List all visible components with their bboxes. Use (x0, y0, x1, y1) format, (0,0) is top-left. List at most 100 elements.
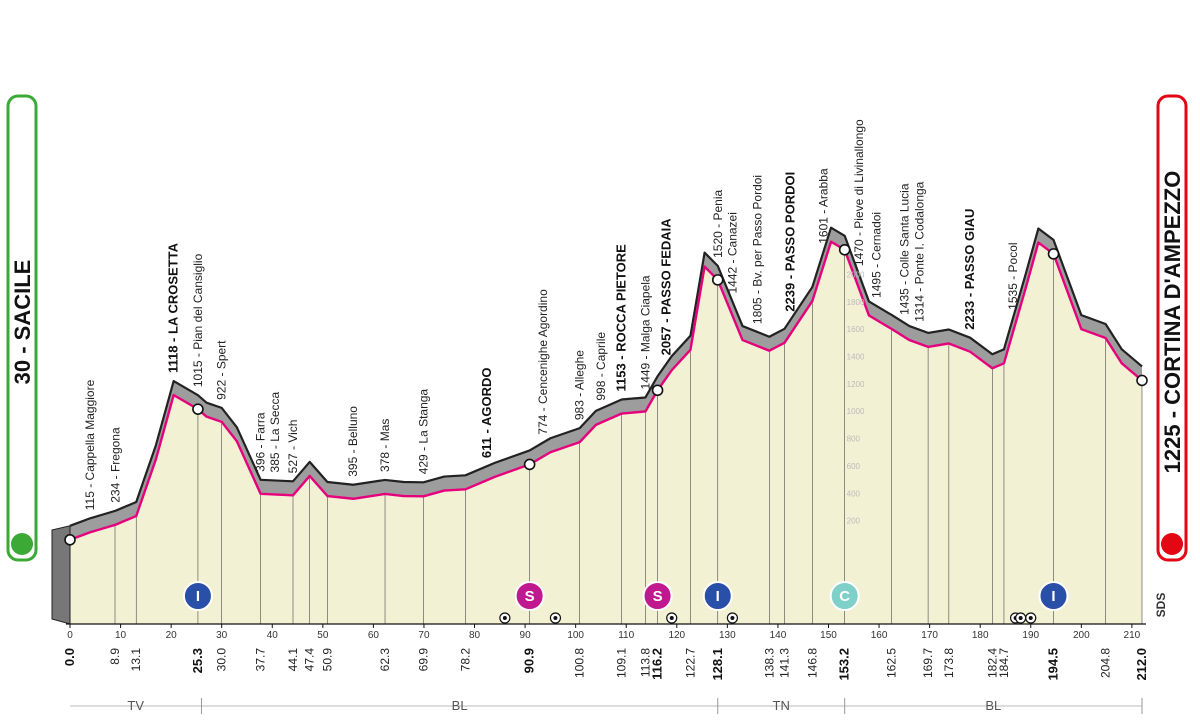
km-label: 37.7 (254, 648, 268, 672)
profile-point (711, 274, 724, 286)
km-label: 50.9 (320, 648, 334, 672)
km-label: 90.9 (522, 648, 537, 673)
km-label: 13.1 (129, 648, 143, 672)
km-label: 173.8 (942, 648, 956, 678)
altitude-tick-label: 1600 (847, 325, 865, 334)
km-label: 44.1 (286, 648, 300, 672)
profile-fill (70, 241, 1142, 624)
km-label: 109.1 (615, 648, 629, 678)
km-label: 69.9 (416, 648, 430, 672)
intermediate-sprint-marker (1038, 581, 1069, 611)
start-bike-icon (11, 533, 33, 555)
km-label: 184.7 (997, 648, 1011, 678)
marker-letter: I (1051, 588, 1055, 605)
place-label: 983 - Alleghe (573, 350, 587, 420)
place-label: 1153 - ROCCA PIETORE (614, 244, 629, 392)
km-label: 128.1 (710, 648, 725, 681)
place-label: 115 - Cappella Maggiore (83, 379, 97, 510)
start-badge (6, 94, 38, 562)
checkpoint-marker (829, 581, 860, 611)
profile-top-edge (69, 226, 1143, 527)
place-label: 1601 - Arabba (816, 168, 830, 244)
profile-road-line (69, 240, 1143, 541)
distance-tick-label: 30 (216, 630, 228, 641)
km-label: 204.8 (1099, 648, 1113, 678)
km-label: 25.3 (190, 648, 205, 673)
distance-tick-label: 210 (1124, 630, 1141, 641)
km-label: 116.2 (650, 648, 665, 680)
km-label: 100.8 (573, 648, 587, 678)
km-label: 138.3 (762, 648, 776, 678)
place-label: 774 - Cencenighe Agordino (536, 289, 550, 435)
km-label: 62.3 (378, 648, 392, 672)
profile-point (64, 533, 76, 546)
distance-tick-label: 80 (469, 630, 481, 641)
km-label: 162.5 (885, 648, 899, 678)
start-label: 30 - SACILE (10, 260, 35, 385)
altitude-tick-label: 400 (847, 489, 861, 498)
place-label: 922 - Spert (215, 340, 229, 400)
finish-label: 1225 - CORTINA D'AMPEZZO (1160, 171, 1185, 474)
intermediate-sprint-marker (182, 581, 213, 611)
altitude-tick-label: 800 (847, 435, 861, 444)
km-label: 182.4 (985, 648, 999, 678)
km-label: 113.8 (638, 648, 652, 677)
distance-tick-label: 170 (921, 630, 938, 641)
sprint-marker (642, 581, 673, 611)
place-label: 1520 - Penia (711, 189, 725, 257)
finish-badge (1156, 94, 1188, 562)
sprint-marker (514, 581, 545, 611)
place-label: 2057 - PASSO FEDAIA (659, 218, 674, 356)
profile-point (838, 243, 851, 256)
tunnel-marker-dot (553, 616, 558, 620)
distance-tick-label: 120 (668, 630, 685, 641)
place-label: 234 - Fregona (109, 427, 123, 503)
distance-tick-label: 0 (67, 630, 73, 641)
place-label: 1805 - Bv. per Passo Pordoi (751, 175, 765, 324)
km-label: 194.5 (1046, 648, 1061, 681)
distance-tick-label: 90 (520, 630, 532, 641)
region-label: BL (452, 698, 468, 713)
distance-tick-label: 110 (618, 630, 634, 641)
distance-tick-label: 10 (115, 630, 127, 641)
place-label: 1535 - Pocol (1006, 242, 1020, 309)
profile-point (192, 403, 204, 415)
place-label: 1442 - Canazei (725, 212, 739, 293)
place-label: 378 - Mas (378, 419, 392, 472)
km-label: 47.4 (303, 648, 317, 672)
km-label: 30.0 (215, 648, 229, 672)
marker-letter: C (839, 588, 850, 605)
km-label: 141.3 (777, 648, 791, 678)
km-label: 212.0 (1134, 648, 1149, 681)
km-label: 169.7 (921, 648, 935, 678)
place-label: 527 - Vich (286, 420, 300, 474)
place-label: 2239 - PASSO PORDOI (783, 172, 798, 312)
region-label: BL (985, 698, 1001, 713)
altitude-tick-label: 1200 (847, 380, 865, 389)
place-label: 611 - AGORDO (479, 368, 494, 459)
profile-point (651, 384, 664, 397)
distance-tick-label: 100 (567, 630, 584, 641)
distance-tick-label: 50 (317, 630, 329, 641)
tunnel-marker-dot (1018, 616, 1023, 620)
km-label: 153.2 (837, 648, 852, 681)
km-label: 78.2 (458, 648, 472, 672)
place-label: 2233 - PASSO GIAU (962, 209, 977, 330)
profile-point (1047, 248, 1060, 260)
distance-tick-label: 150 (820, 630, 837, 641)
sds-logo: SDS (1154, 593, 1168, 618)
place-label: 429 - La Stanga (416, 389, 430, 475)
place-label: 396 - Farra (254, 412, 268, 472)
tunnel-marker-dot (669, 616, 674, 620)
distance-tick-label: 70 (418, 630, 430, 641)
distance-tick-label: 140 (770, 630, 787, 641)
distance-tick-label: 130 (719, 630, 736, 641)
distance-tick-label: 190 (1022, 630, 1039, 641)
altitude-tick-label: 1000 (847, 407, 865, 416)
place-label: 1449 - Malga Ciapela (638, 275, 652, 389)
tunnel-marker-dot (730, 616, 735, 620)
profile-point (1136, 374, 1148, 387)
marker-letter: I (716, 588, 720, 605)
km-label: 0.0 (62, 648, 77, 666)
